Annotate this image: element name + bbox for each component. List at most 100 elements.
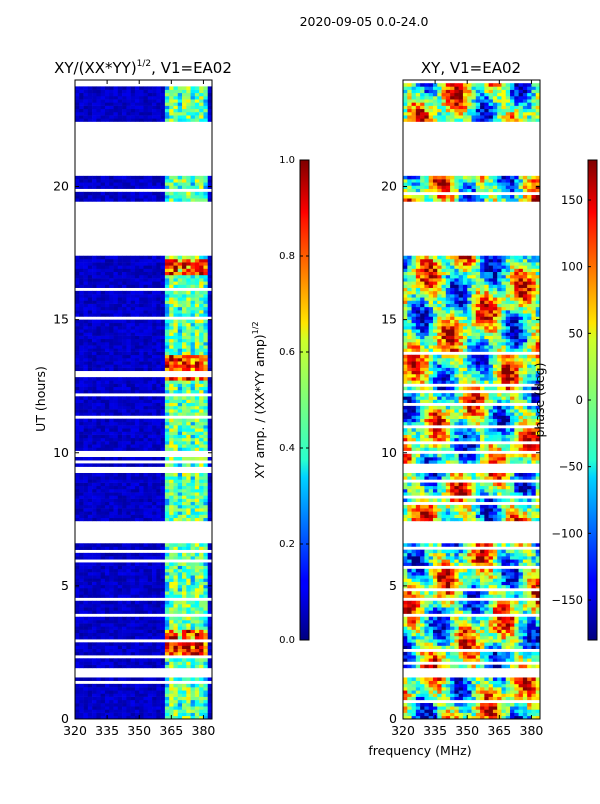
heatmap-cell [131, 332, 136, 335]
heatmap-cell [152, 275, 157, 279]
heatmap-cell [165, 562, 170, 565]
heatmap-cell [203, 384, 208, 388]
heatmap-cell [109, 604, 114, 608]
heatmap-cell [114, 300, 119, 303]
heatmap-cell [144, 486, 149, 489]
heatmap-cell [182, 518, 187, 521]
heatmap-cell [182, 610, 187, 614]
heatmap-cell [173, 355, 178, 358]
heatmap-cell [148, 572, 153, 576]
heatmap-cell [109, 543, 114, 547]
heatmap-cell [135, 102, 140, 106]
heatmap-cell [178, 345, 183, 349]
heatmap-cell [148, 556, 153, 560]
heatmap-cell [144, 492, 149, 495]
heatmap-cell [114, 294, 119, 297]
heatmap-cell [161, 444, 166, 448]
heatmap-cell [484, 655, 489, 658]
heatmap-cell [161, 610, 166, 614]
heatmap-cell [126, 323, 131, 326]
heatmap-cell [135, 345, 140, 349]
heatmap-cell [178, 633, 183, 637]
heatmap-cell [139, 403, 144, 406]
heatmap-cell [182, 483, 187, 487]
heatmap-cell [203, 543, 208, 547]
heatmap-cell [169, 518, 174, 521]
heatmap-cell [139, 444, 144, 448]
heatmap-cell [173, 297, 178, 300]
heatmap-cell [173, 269, 178, 272]
heatmap-cell [161, 556, 166, 560]
heatmap-cell [122, 329, 127, 332]
heatmap-cell [126, 646, 131, 649]
heatmap-cell [84, 297, 89, 300]
heatmap-cell [105, 256, 110, 259]
heatmap-cell [199, 626, 204, 630]
heatmap-cell [173, 400, 178, 403]
heatmap-cell [178, 323, 183, 326]
heatmap-cell [122, 626, 127, 630]
heatmap-cell [92, 546, 97, 549]
heatmap-cell [139, 489, 144, 492]
heatmap-cell [173, 185, 178, 189]
heatmap-cell [523, 646, 528, 649]
heatmap-cell [131, 646, 136, 649]
heatmap-cell [169, 377, 174, 380]
heatmap-cell [173, 502, 178, 505]
heatmap-cell [191, 444, 196, 448]
heatmap-cell [144, 387, 149, 390]
heatmap-cell [161, 275, 166, 279]
heatmap-cell [144, 457, 149, 460]
heatmap-cell [178, 361, 183, 364]
heatmap-cell [109, 661, 114, 664]
heatmap-cell [186, 428, 191, 431]
heatmap-cell [84, 511, 89, 515]
heatmap-cell [203, 275, 208, 279]
heatmap-cell [186, 444, 191, 448]
heatmap-cell [148, 697, 153, 701]
heatmap-cell [191, 384, 196, 388]
heatmap-cell [122, 594, 127, 598]
heatmap-cell [88, 515, 93, 519]
heatmap-cell [203, 661, 208, 664]
heatmap-cell [148, 604, 153, 608]
heatmap-cell [191, 447, 196, 450]
heatmap-cell [148, 508, 153, 511]
heatmap-cell [169, 585, 174, 588]
heatmap-cell [203, 447, 208, 450]
heatmap-cell [75, 310, 80, 313]
heatmap-cell [161, 553, 166, 556]
heatmap-cell [420, 677, 425, 680]
heatmap-cell [88, 323, 93, 326]
heatmap-cell [131, 90, 136, 94]
heatmap-cell [454, 693, 459, 696]
heatmap-cell [165, 447, 170, 450]
heatmap-cell [186, 326, 191, 329]
heatmap-cell [79, 575, 84, 578]
heatmap-cell [203, 572, 208, 576]
heatmap-cell [114, 617, 119, 621]
heatmap-cell [114, 515, 119, 519]
heatmap-cell [156, 495, 161, 498]
heatmap-cell [407, 642, 412, 646]
heatmap-cell [178, 192, 183, 196]
heatmap-cell [191, 310, 196, 313]
heatmap-cell [144, 658, 149, 662]
heatmap-cell [126, 546, 131, 549]
heatmap-cell [191, 278, 196, 281]
heatmap-cell [92, 284, 97, 288]
heatmap-cell [148, 198, 153, 202]
heatmap-cell [109, 259, 114, 262]
heatmap-cell [165, 409, 170, 412]
heatmap-cell [148, 649, 153, 653]
heatmap-cell [101, 677, 106, 680]
heatmap-cell [203, 332, 208, 335]
heatmap-cell [416, 652, 421, 656]
heatmap-cell [144, 310, 149, 313]
heatmap-cell [446, 642, 451, 646]
heatmap-cell [161, 406, 166, 410]
heatmap-cell [165, 556, 170, 560]
heatmap-cell [169, 646, 174, 649]
heatmap-cell [105, 463, 110, 466]
heatmap-cell [161, 300, 166, 303]
